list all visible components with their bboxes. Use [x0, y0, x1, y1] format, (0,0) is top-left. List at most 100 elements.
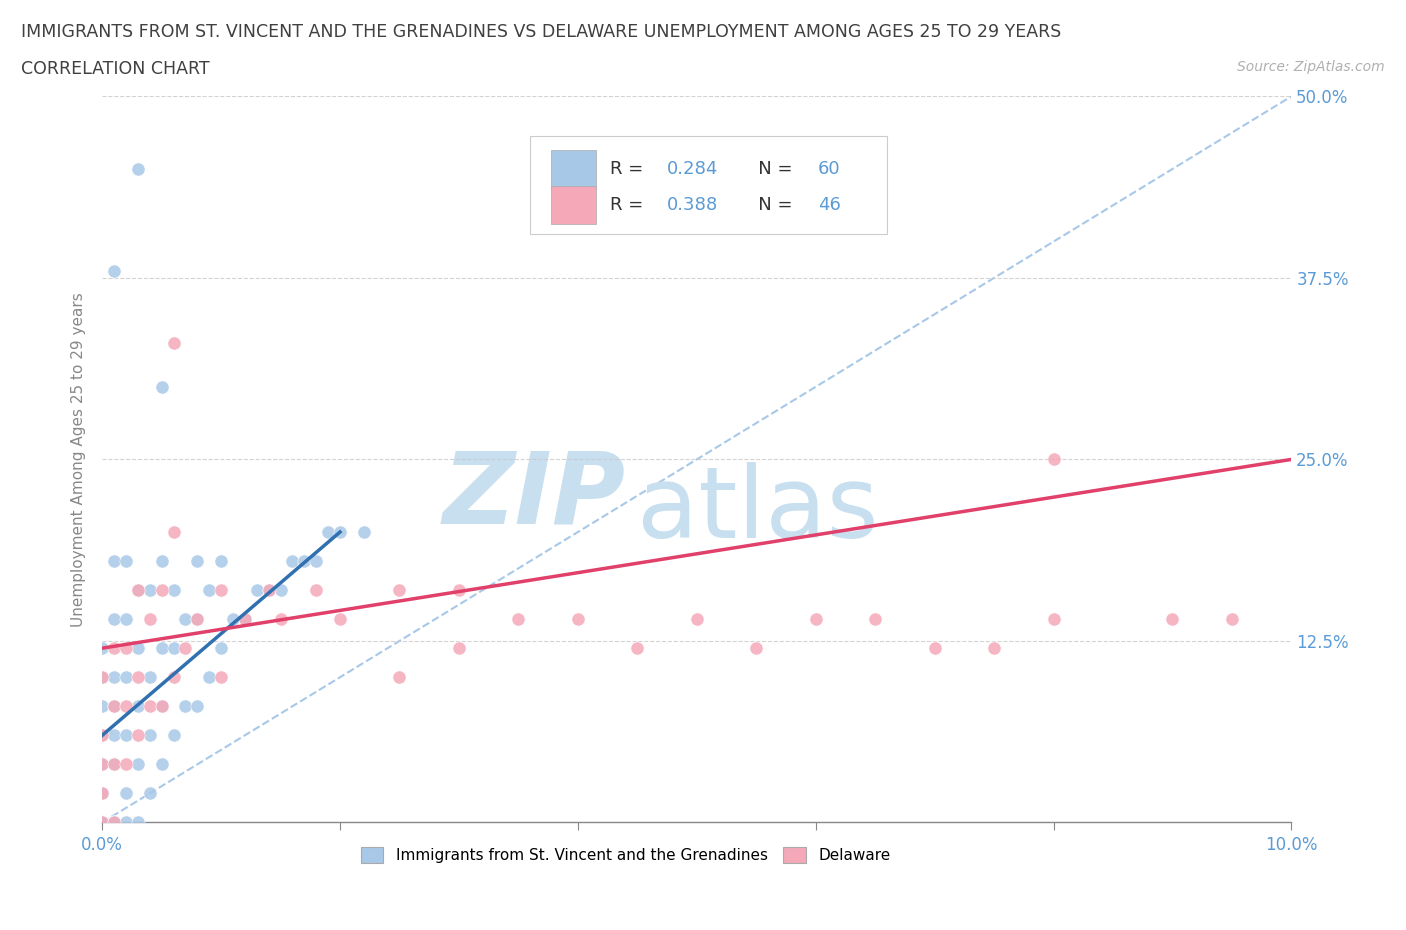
Point [150, 583, 173, 598]
Point [115, 815, 138, 830]
Point [508, 612, 530, 627]
Point [115, 757, 138, 772]
Point [292, 553, 315, 568]
Point [447, 583, 470, 598]
Point [91, 728, 114, 743]
FancyBboxPatch shape [551, 186, 596, 224]
Point [91, 670, 114, 684]
Point [329, 612, 352, 627]
Point [103, 670, 125, 684]
Point [198, 583, 221, 598]
FancyBboxPatch shape [551, 150, 596, 188]
Point [186, 698, 208, 713]
Text: atlas: atlas [637, 461, 879, 559]
Point [174, 612, 197, 627]
Point [804, 612, 827, 627]
Point [209, 553, 232, 568]
Point [91, 757, 114, 772]
Point [305, 553, 328, 568]
Point [1042, 452, 1064, 467]
Point [127, 757, 149, 772]
Text: 0.388: 0.388 [666, 196, 718, 214]
Point [103, 757, 125, 772]
Point [139, 786, 162, 801]
Point [924, 641, 946, 656]
Point [115, 728, 138, 743]
Point [150, 553, 173, 568]
Legend: Immigrants from St. Vincent and the Grenadines, Delaware: Immigrants from St. Vincent and the Gren… [354, 841, 897, 870]
Point [91, 815, 114, 830]
Text: R =: R = [610, 196, 650, 214]
Point [139, 612, 162, 627]
Point [567, 612, 589, 627]
Point [209, 641, 232, 656]
Point [222, 612, 245, 627]
Point [91, 728, 114, 743]
Point [353, 525, 375, 539]
Point [115, 670, 138, 684]
Text: Source: ZipAtlas.com: Source: ZipAtlas.com [1237, 60, 1385, 74]
Point [150, 379, 173, 394]
Point [270, 612, 292, 627]
Point [115, 612, 138, 627]
Point [91, 641, 114, 656]
Point [115, 553, 138, 568]
Point [745, 641, 768, 656]
Point [186, 612, 208, 627]
Text: CORRELATION CHART: CORRELATION CHART [21, 60, 209, 78]
Point [209, 583, 232, 598]
Point [103, 815, 125, 830]
Text: R =: R = [610, 160, 650, 178]
Point [316, 525, 339, 539]
Point [1161, 612, 1184, 627]
Point [91, 815, 114, 830]
Point [281, 553, 304, 568]
Point [1042, 612, 1064, 627]
Point [103, 757, 125, 772]
Point [233, 612, 256, 627]
Point [150, 757, 173, 772]
Point [139, 583, 162, 598]
Point [127, 815, 149, 830]
Point [174, 698, 197, 713]
Point [162, 728, 184, 743]
Point [103, 698, 125, 713]
Point [388, 670, 411, 684]
Point [115, 641, 138, 656]
Point [139, 698, 162, 713]
Point [329, 525, 352, 539]
Point [626, 641, 648, 656]
Point [139, 728, 162, 743]
Y-axis label: Unemployment Among Ages 25 to 29 years: Unemployment Among Ages 25 to 29 years [72, 292, 86, 627]
Point [115, 786, 138, 801]
Point [103, 728, 125, 743]
Point [150, 698, 173, 713]
Text: IMMIGRANTS FROM ST. VINCENT AND THE GRENADINES VS DELAWARE UNEMPLOYMENT AMONG AG: IMMIGRANTS FROM ST. VINCENT AND THE GREN… [21, 23, 1062, 41]
Point [162, 336, 184, 351]
Point [91, 786, 114, 801]
Point [127, 670, 149, 684]
Point [150, 698, 173, 713]
Point [139, 670, 162, 684]
Point [103, 815, 125, 830]
Point [162, 583, 184, 598]
Point [983, 641, 1005, 656]
Point [233, 612, 256, 627]
Point [198, 670, 221, 684]
Point [127, 583, 149, 598]
Text: 0.284: 0.284 [666, 160, 718, 178]
Point [91, 815, 114, 830]
Point [388, 583, 411, 598]
Point [115, 698, 138, 713]
Point [150, 641, 173, 656]
Point [186, 612, 208, 627]
Point [270, 583, 292, 598]
Point [103, 263, 125, 278]
Point [305, 583, 328, 598]
FancyBboxPatch shape [530, 137, 887, 234]
Point [686, 612, 709, 627]
Point [127, 698, 149, 713]
Point [209, 670, 232, 684]
Point [91, 786, 114, 801]
Point [447, 641, 470, 656]
